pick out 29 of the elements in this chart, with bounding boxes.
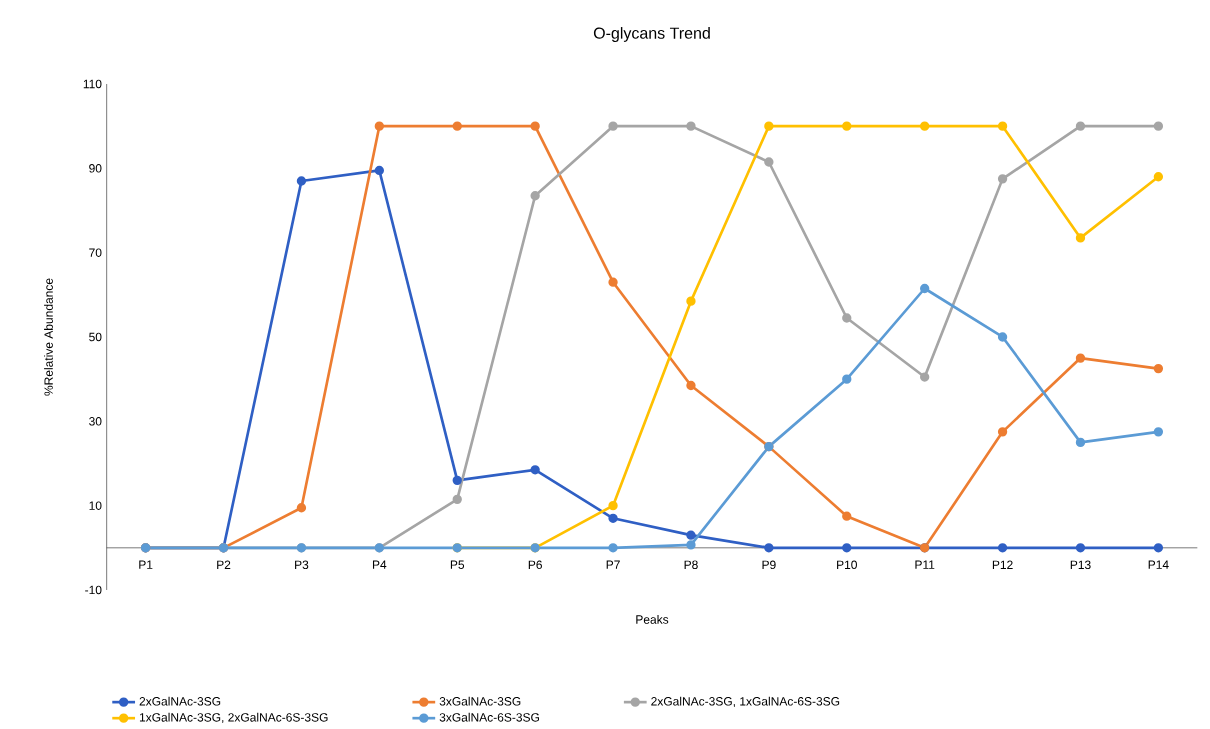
- x-tick-label: P8: [684, 560, 698, 570]
- y-tick-label: 110: [83, 79, 102, 89]
- x-tick-label: P2: [217, 560, 231, 569]
- legend-label: 2xGalNAc-3SG, 1xGalNAc-6S-3SG: [651, 696, 840, 708]
- legend-label: 2xGalNAc-3SG: [139, 696, 221, 706]
- x-tick-label: P10: [837, 560, 857, 570]
- x-tick-label: P12: [992, 560, 1013, 569]
- x-tick-label: P13: [1070, 560, 1091, 570]
- x-axis-title: Peaks: [636, 615, 669, 624]
- legend-label: 3xGalNAc-3SG: [439, 696, 521, 706]
- y-tick-label: 50: [89, 332, 102, 342]
- y-tick-label: 90: [89, 164, 102, 173]
- y-tick-label: 10: [89, 501, 102, 510]
- y-tick-label: -10: [85, 585, 102, 595]
- x-tick-label: P7: [606, 560, 620, 569]
- x-tick-label: P9: [762, 560, 776, 570]
- x-tick-label: P14: [1148, 560, 1169, 569]
- chart-title: O-glycans Trend: [593, 27, 710, 43]
- y-tick-label: 70: [89, 248, 102, 257]
- legend-label: 1xGalNAc-3SG, 2xGalNAc-6S-3SG: [139, 712, 328, 724]
- legend-label: 3xGalNAc-6S-3SG: [439, 712, 539, 722]
- x-tick-label: P11: [915, 560, 935, 569]
- x-tick-label: P3: [295, 560, 309, 570]
- x-tick-label: P4: [372, 560, 387, 569]
- x-tick-label: P5: [450, 560, 465, 569]
- y-tick-label: 30: [89, 417, 102, 426]
- x-tick-label: P6: [528, 560, 542, 570]
- x-tick-label: P1: [139, 560, 153, 569]
- y-axis-title: %Relative Abundance: [44, 278, 53, 396]
